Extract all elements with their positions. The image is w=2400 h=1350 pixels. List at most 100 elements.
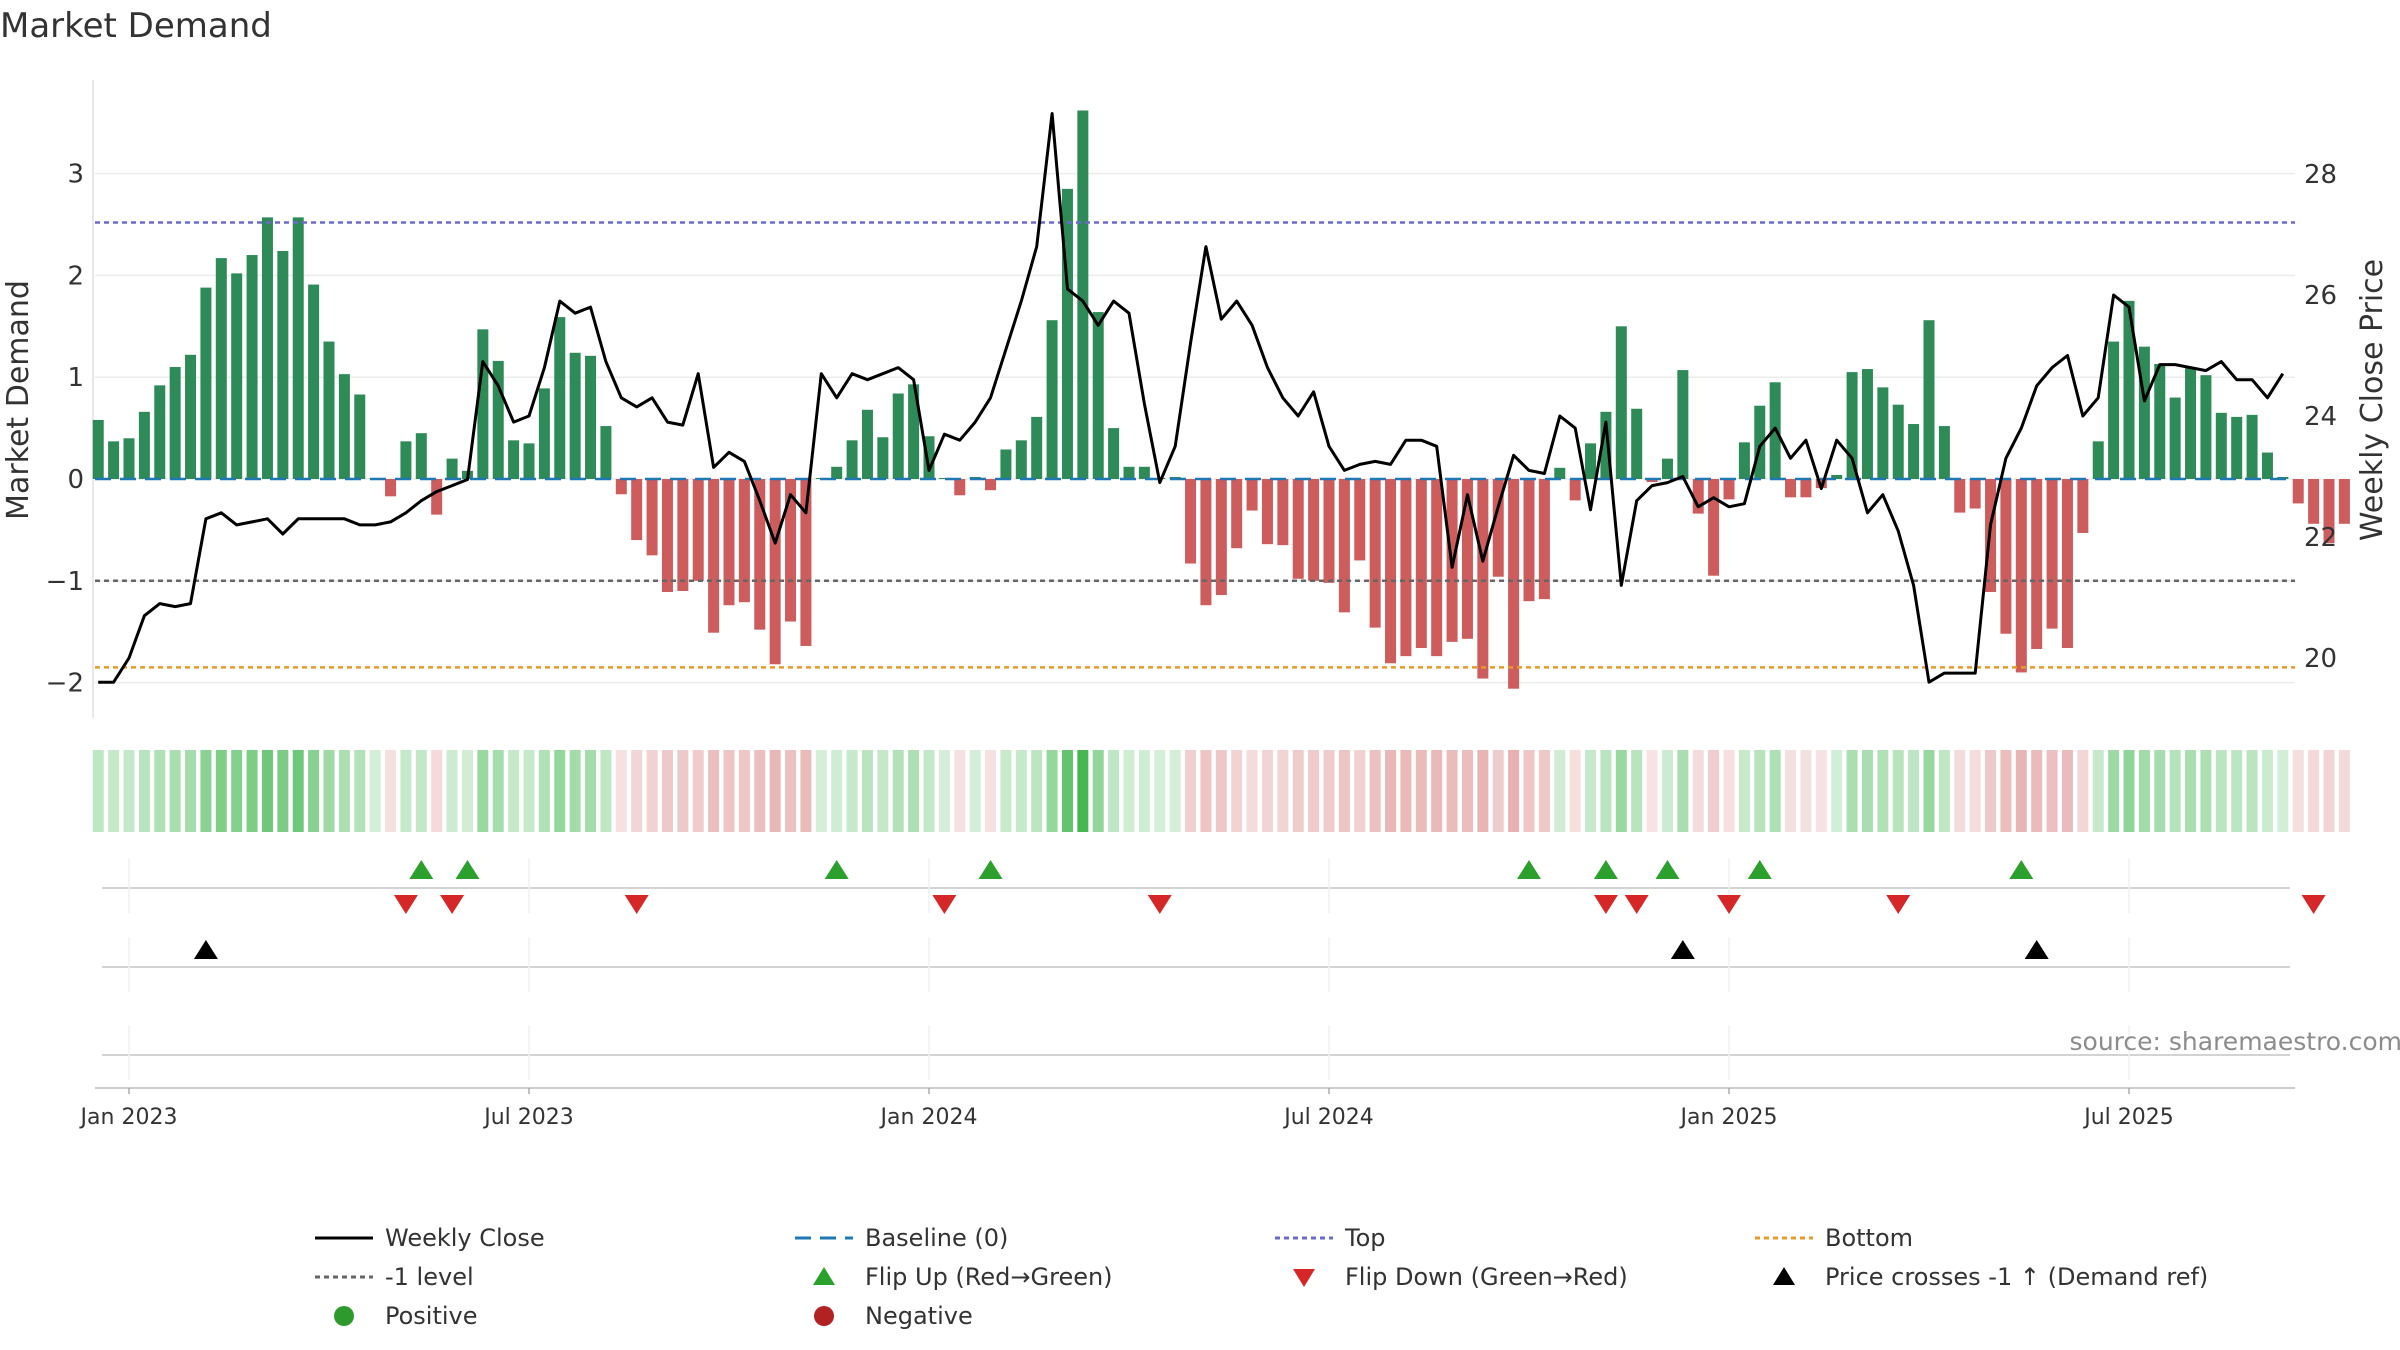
strip-cell bbox=[123, 750, 135, 832]
strip-cell bbox=[923, 750, 935, 832]
flip-down-marker bbox=[2301, 895, 2326, 914]
strip-cell bbox=[2138, 750, 2150, 832]
demand-bar bbox=[692, 479, 704, 581]
strip-cell bbox=[2292, 750, 2304, 832]
demand-bar bbox=[1369, 479, 1381, 628]
demand-bar bbox=[1215, 479, 1227, 596]
strip-cell bbox=[1969, 750, 1981, 832]
demand-bar bbox=[477, 329, 489, 479]
flip-up-marker bbox=[978, 860, 1003, 879]
strip-cell bbox=[323, 750, 335, 832]
demand-bar bbox=[769, 479, 781, 665]
demand-bar bbox=[1123, 466, 1135, 479]
flip-down-marker bbox=[1593, 895, 1618, 914]
y-tick-right: 28 bbox=[2304, 160, 2337, 190]
strip-cell bbox=[2215, 750, 2227, 832]
legend-label: Flip Down (Green→Red) bbox=[1345, 1263, 1628, 1291]
strip-cell bbox=[2061, 750, 2073, 832]
strip-cell bbox=[1508, 750, 1520, 832]
demand-bars bbox=[92, 110, 2350, 689]
x-tick-label: Jan 2024 bbox=[879, 1105, 978, 1130]
strip-cell bbox=[1092, 750, 1104, 832]
strip-cell bbox=[1692, 750, 1704, 832]
demand-bar bbox=[631, 479, 643, 541]
strip-cell bbox=[1938, 750, 1950, 832]
demand-bar bbox=[1338, 479, 1350, 613]
strip-cell bbox=[831, 750, 843, 832]
strip-cell bbox=[1492, 750, 1504, 832]
demand-bar bbox=[2031, 479, 2043, 650]
demand-bar bbox=[1923, 320, 1935, 479]
strip-cell bbox=[692, 750, 704, 832]
demand-bar bbox=[1046, 320, 1058, 479]
strip-cell bbox=[1815, 750, 1827, 832]
demand-bar bbox=[538, 388, 550, 479]
demand-bar bbox=[1031, 416, 1043, 479]
demand-bar bbox=[1861, 369, 1873, 479]
demand-bar bbox=[1492, 479, 1504, 577]
flip-up-marker bbox=[409, 860, 434, 879]
strip-cell bbox=[1615, 750, 1627, 832]
demand-bar bbox=[2046, 479, 2058, 629]
strip-cell bbox=[2200, 750, 2212, 832]
demand-bar bbox=[446, 458, 458, 479]
strip-cell bbox=[1631, 750, 1643, 832]
demand-bar bbox=[1261, 479, 1273, 545]
demand-bar bbox=[1723, 479, 1735, 500]
legend-label: Baseline (0) bbox=[865, 1224, 1008, 1252]
strip-cell bbox=[985, 750, 997, 832]
strip-cell bbox=[800, 750, 812, 832]
strip-cell bbox=[1769, 750, 1781, 832]
demand-bar bbox=[1508, 479, 1520, 689]
y-axis-label-right: Weekly Close Price bbox=[2355, 259, 2390, 541]
strip-cell bbox=[292, 750, 304, 832]
strip-cell bbox=[92, 750, 104, 832]
legend-item-positive: Positive bbox=[334, 1302, 478, 1330]
strip-cell bbox=[1385, 750, 1397, 832]
legend-item-cross: Price crosses -1 ↑ (Demand ref) bbox=[1773, 1263, 2208, 1291]
legend-item-negative: Negative bbox=[814, 1302, 973, 1330]
strip-cell bbox=[1985, 750, 1997, 832]
demand-bar bbox=[492, 360, 504, 479]
flip-up-marker bbox=[1655, 860, 1680, 879]
demand-bar bbox=[1538, 479, 1550, 600]
demand-bar bbox=[123, 438, 135, 479]
y-tick-right: 22 bbox=[2304, 523, 2337, 553]
legend-item-minus_one: -1 level bbox=[315, 1263, 474, 1291]
strip-cell bbox=[477, 750, 489, 832]
demand-bar bbox=[908, 384, 920, 479]
demand-bar bbox=[1615, 326, 1627, 479]
strip-cell bbox=[1108, 750, 1120, 832]
strip-cell bbox=[1431, 750, 1443, 832]
demand-bar bbox=[138, 411, 150, 479]
demand-bar bbox=[1661, 458, 1673, 479]
y-tick-right: 26 bbox=[2304, 281, 2337, 311]
strip-cell bbox=[1185, 750, 1197, 832]
demand-bar bbox=[1954, 479, 1966, 513]
demand-bar bbox=[2108, 341, 2120, 479]
strip-cell bbox=[1154, 750, 1166, 832]
legend-label: Bottom bbox=[1825, 1224, 1913, 1252]
demand-bar bbox=[723, 479, 735, 606]
demand-bar bbox=[1877, 387, 1889, 479]
strip-cell bbox=[415, 750, 427, 832]
demand-bar bbox=[338, 374, 350, 479]
strip-cell bbox=[908, 750, 920, 832]
demand-bar bbox=[738, 479, 750, 603]
strip-cell bbox=[2308, 750, 2320, 832]
legend-item-flip_down: Flip Down (Green→Red) bbox=[1293, 1263, 1628, 1291]
strip-cell bbox=[1723, 750, 1735, 832]
demand-bar bbox=[2138, 346, 2150, 479]
strip-cell bbox=[523, 750, 535, 832]
demand-bar bbox=[1646, 479, 1658, 483]
strip-cell bbox=[1138, 750, 1150, 832]
strip-cell bbox=[400, 750, 412, 832]
demand-bar bbox=[1692, 479, 1704, 514]
strip-cell bbox=[677, 750, 689, 832]
strip-cell bbox=[1908, 750, 1920, 832]
strip-cell bbox=[2015, 750, 2027, 832]
legend-item-line: Weekly Close bbox=[315, 1224, 545, 1252]
strip-cell bbox=[2185, 750, 2197, 832]
strip-cell bbox=[385, 750, 397, 832]
strip-cell bbox=[1461, 750, 1473, 832]
